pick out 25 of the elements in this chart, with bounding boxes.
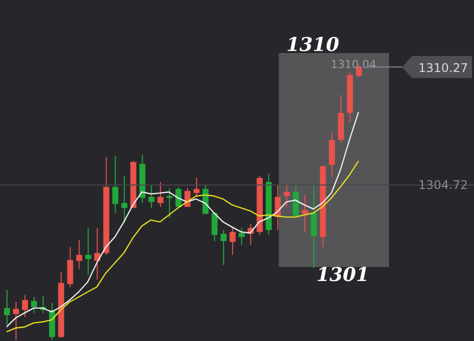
- candlestick: [175, 186, 182, 208]
- candlestick: [121, 176, 128, 224]
- y-tick-label: 1310.27: [418, 60, 468, 75]
- candlestick: [157, 181, 164, 208]
- candlestick: [166, 187, 172, 218]
- candlestick: [220, 230, 227, 266]
- candlestick: [194, 177, 200, 198]
- annotation: 1301: [316, 264, 370, 286]
- candlestick: [13, 301, 20, 340]
- candlestick: [284, 183, 290, 208]
- candlestick: [22, 294, 28, 318]
- candlestick: [310, 184, 317, 268]
- candlestick: [112, 156, 118, 214]
- candlestick: [148, 184, 154, 208]
- candlestick: [76, 240, 82, 270]
- candlestick: [238, 227, 245, 246]
- candlestick: [302, 194, 308, 232]
- annotation: 1310.04: [330, 58, 376, 71]
- annotation: 1310: [286, 34, 340, 56]
- candlestick: [31, 296, 38, 314]
- candlestick: [85, 227, 92, 276]
- candlestick: [4, 289, 10, 326]
- y-tick-label: 1304.72: [418, 178, 468, 192]
- candlestick: [230, 227, 236, 256]
- candlestick: [212, 211, 218, 242]
